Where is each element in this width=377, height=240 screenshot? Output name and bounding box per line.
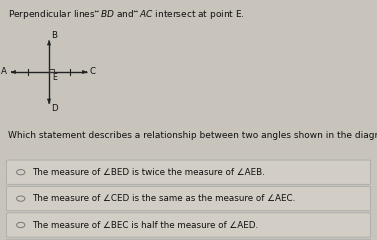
Text: Perpendicular lines $\overleftrightarrow{BD}$ and $\overleftrightarrow{AC}$ inte: Perpendicular lines $\overleftrightarrow… — [8, 8, 244, 21]
FancyBboxPatch shape — [6, 186, 371, 211]
Text: The measure of ∠BEC is half the measure of ∠AED.: The measure of ∠BEC is half the measure … — [32, 221, 258, 229]
Text: A: A — [1, 67, 7, 77]
FancyBboxPatch shape — [6, 160, 371, 184]
Text: C: C — [90, 67, 96, 77]
Text: E: E — [52, 73, 57, 82]
Text: B: B — [51, 31, 57, 40]
Text: The measure of ∠CED is the same as the measure of ∠AEC.: The measure of ∠CED is the same as the m… — [32, 194, 295, 203]
Text: D: D — [51, 104, 58, 114]
Text: The measure of ∠BED is twice the measure of ∠AEB.: The measure of ∠BED is twice the measure… — [32, 168, 265, 177]
FancyBboxPatch shape — [6, 239, 371, 240]
FancyBboxPatch shape — [6, 213, 371, 237]
Text: Which statement describes a relationship between two angles shown in the diagram: Which statement describes a relationship… — [8, 131, 377, 140]
